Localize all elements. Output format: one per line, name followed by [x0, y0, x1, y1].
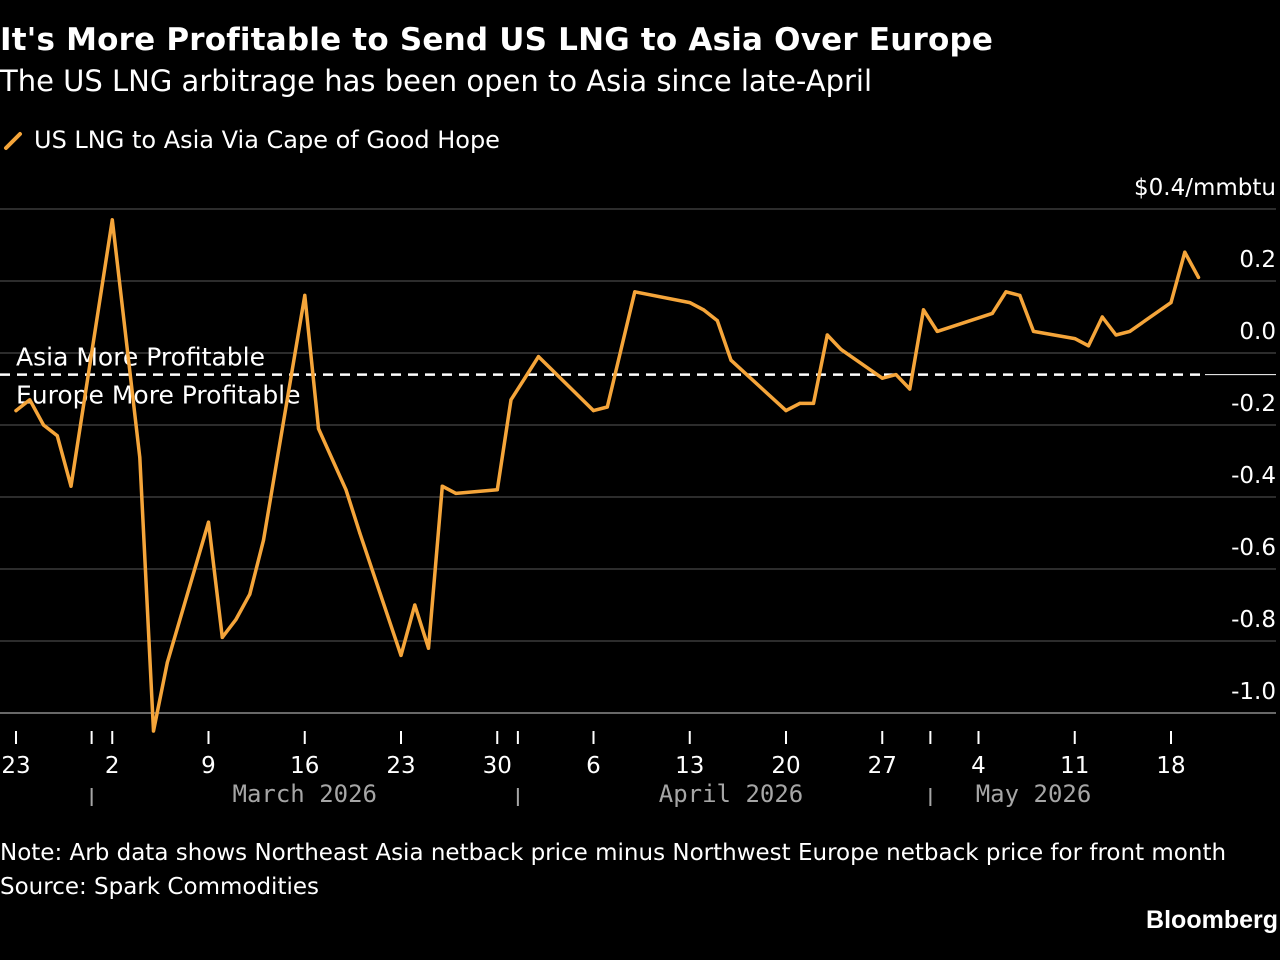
data-point — [165, 661, 169, 665]
data-point — [1114, 333, 1118, 337]
data-point — [701, 308, 706, 312]
x-tick-label: 16 — [290, 753, 319, 779]
x-tick-label: 27 — [868, 753, 897, 779]
axis-layer: $0.4/mmbtu 0.2 0.0 -0.2 -0.4 -0.6 -0.8 -1.0 23 2 9… — [1, 175, 1276, 808]
data-point — [605, 405, 609, 409]
y-unit-label: $0.4/mmbtu — [1134, 175, 1276, 201]
x-tick-label: 13 — [675, 753, 704, 779]
data-point — [41, 423, 46, 427]
data-point — [69, 484, 73, 488]
data-point — [1183, 250, 1187, 254]
chart-source: Source: Spark Commodities — [0, 874, 319, 900]
data-point — [1100, 315, 1104, 319]
x-tick-label: 18 — [1156, 753, 1185, 779]
data-point — [358, 531, 362, 535]
data-point — [633, 290, 637, 294]
threshold-layer: Asia More Profitable Europe More Profitab… — [0, 343, 1276, 410]
data-point — [1018, 293, 1022, 297]
data-point — [523, 376, 527, 380]
data-point — [261, 538, 266, 542]
data-point — [880, 376, 884, 380]
data-point — [344, 488, 348, 492]
y-tick-label: 0.2 — [1239, 247, 1276, 273]
data-point — [825, 333, 829, 337]
data-point — [784, 409, 788, 413]
data-point — [1169, 301, 1173, 305]
data-point — [220, 635, 224, 639]
data-point — [413, 603, 417, 607]
data-point — [688, 301, 692, 305]
x-tick-label: 4 — [971, 753, 986, 779]
data-point — [908, 387, 912, 391]
data-point — [990, 311, 994, 315]
data-point — [839, 347, 843, 351]
data-point — [1196, 275, 1201, 279]
legend: US LNG to Asia Via Cape of Good Hope — [0, 124, 500, 156]
data-point — [234, 617, 238, 621]
data-point — [426, 646, 431, 650]
data-point — [399, 653, 403, 657]
x-tick-label: 23 — [386, 753, 415, 779]
data-point — [303, 293, 307, 297]
data-point — [1004, 290, 1008, 294]
grid-layer — [0, 208, 1276, 714]
data-point — [1128, 329, 1132, 333]
x-tick-label: 20 — [771, 753, 800, 779]
data-point — [591, 409, 596, 413]
data-point — [1086, 344, 1091, 348]
chart-title: It's More Profitable to Send US LNG to A… — [0, 22, 994, 58]
data-point — [798, 401, 802, 405]
x-tick-label: 6 — [586, 753, 601, 779]
x-tick-label: 30 — [483, 753, 512, 779]
data-point — [454, 491, 458, 495]
bloomberg-logo: Bloomberg — [1146, 906, 1278, 934]
zone-label-asia: Asia More Profitable — [16, 343, 265, 372]
data-point — [316, 427, 321, 431]
y-tick-label: -0.4 — [1231, 463, 1276, 489]
data-point — [440, 484, 444, 488]
zone-label-europe: Europe More Profitable — [16, 381, 301, 410]
data-point — [1073, 337, 1077, 341]
data-point — [55, 434, 59, 438]
y-tick-label: -1.0 — [1231, 679, 1276, 705]
data-point — [921, 308, 926, 312]
x-tick-label: 9 — [201, 753, 216, 779]
data-point — [28, 398, 32, 402]
data-point — [894, 373, 898, 377]
data-point — [110, 218, 114, 222]
legend-label: US LNG to Asia Via Cape of Good Hope — [34, 126, 500, 154]
data-point — [138, 455, 142, 459]
data-point — [536, 355, 541, 359]
x-tick-label: 2 — [105, 753, 120, 779]
data-point — [206, 520, 211, 524]
series-layer — [14, 218, 1201, 733]
month-label: May 2026 — [976, 780, 1092, 808]
data-point — [495, 488, 499, 492]
chart-subtitle: The US LNG arbitrage has been open to As… — [0, 64, 873, 98]
data-point — [935, 329, 939, 333]
x-tick-label: 11 — [1060, 753, 1089, 779]
data-point — [14, 409, 18, 413]
data-point — [248, 592, 252, 596]
y-tick-label: -0.6 — [1231, 535, 1276, 561]
y-tick-label: -0.8 — [1231, 607, 1276, 633]
chart-note: Note: Arb data shows Northeast Asia netb… — [0, 840, 1227, 866]
data-point — [811, 401, 816, 405]
legend-swatch-icon — [4, 132, 22, 150]
data-point — [151, 729, 156, 733]
month-label: April 2026 — [659, 780, 804, 808]
data-point — [1031, 329, 1036, 333]
data-point — [509, 398, 513, 402]
chart-area: Asia More Profitable Europe More Profitab… — [0, 175, 1276, 808]
x-tick-label: 23 — [1, 753, 30, 779]
y-tick-label: -0.2 — [1231, 391, 1276, 417]
month-label: March 2026 — [233, 780, 378, 808]
y-tick-label: 0.0 — [1239, 319, 1276, 345]
data-point — [715, 319, 719, 323]
data-point — [729, 358, 733, 362]
series-line — [14, 218, 1201, 733]
